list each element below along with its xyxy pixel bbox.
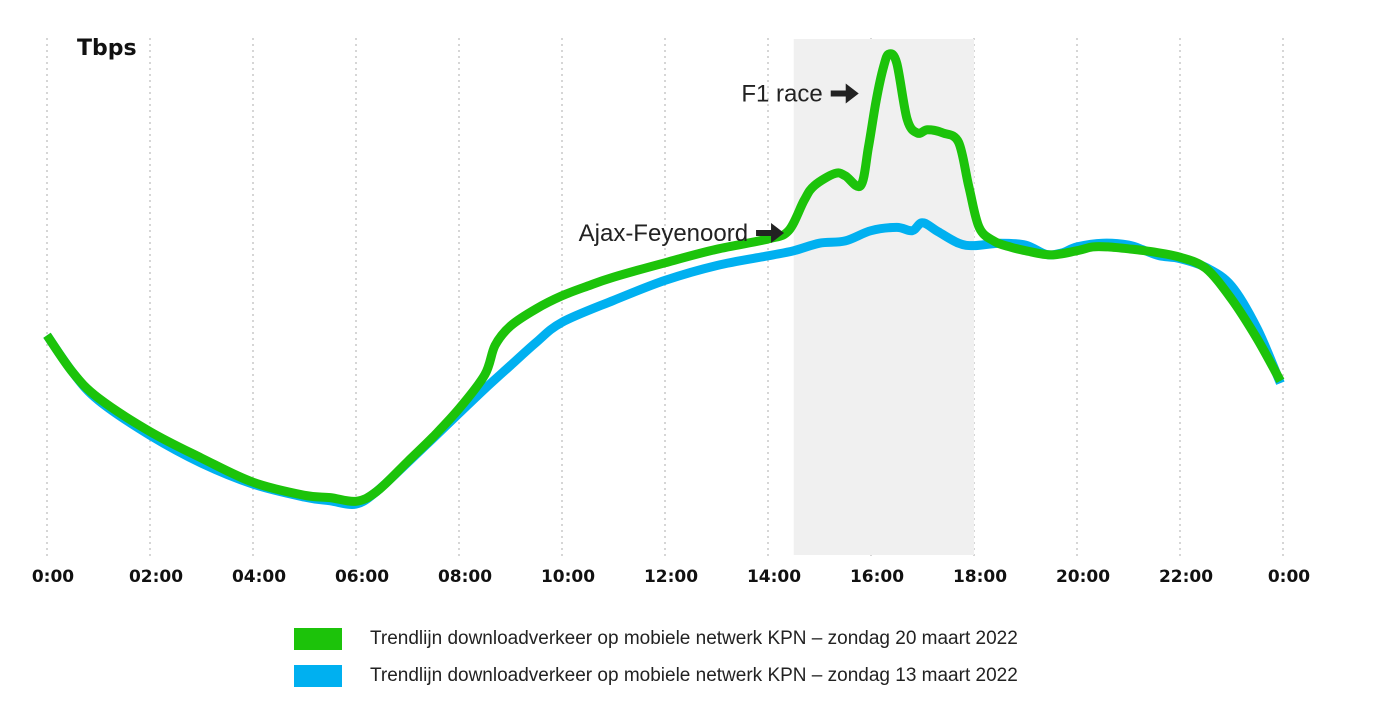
- legend-label-green: Trendlijn downloadverkeer op mobiele net…: [370, 628, 1018, 649]
- legend-item-blue: Trendlijn downloadverkeer op mobiele net…: [294, 663, 1018, 689]
- x-axis-ticks: 0:00 02:00 04:00 06:00 08:00 10:00 12:00 14:00 1…: [32, 567, 1310, 587]
- legend-label-blue: Trendlijn downloadverkeer op mobiele net…: [370, 665, 1018, 686]
- x-tick-label: 06:00: [335, 567, 389, 587]
- annotations: Ajax-Feyenoord F1 race: [579, 81, 859, 247]
- legend-swatch-blue: [294, 665, 342, 687]
- annotation-label: F1 race: [741, 81, 822, 108]
- x-tick-label: 0:00: [1268, 567, 1310, 587]
- series-line-20-maart: [43, 49, 1285, 506]
- legend: Trendlijn downloadverkeer op mobiele net…: [294, 626, 1018, 700]
- arrow-right-icon: [830, 83, 859, 104]
- x-tick-label: 14:00: [747, 567, 801, 587]
- x-tick-label: 08:00: [438, 567, 492, 587]
- highlight-band: [793, 39, 974, 555]
- series-lines: [43, 49, 1285, 509]
- x-tick-label: 10:00: [541, 567, 595, 587]
- x-tick-label: 0:00: [32, 567, 74, 587]
- annotation: Ajax-Feyenoord: [579, 220, 785, 247]
- arrow-right-icon: [756, 223, 785, 243]
- y-axis-label: Tbps: [77, 36, 137, 61]
- x-tick-label: 20:00: [1056, 567, 1110, 587]
- annotation-label: Ajax-Feyenoord: [579, 220, 748, 247]
- x-tick-label: 16:00: [850, 567, 904, 587]
- x-tick-label: 18:00: [953, 567, 1007, 587]
- x-tick-label: 22:00: [1159, 567, 1213, 587]
- x-tick-label: 04:00: [232, 567, 286, 587]
- legend-swatch-green: [294, 628, 342, 650]
- x-tick-label: 02:00: [129, 567, 183, 587]
- legend-item-green: Trendlijn downloadverkeer op mobiele net…: [294, 626, 1018, 652]
- annotation: F1 race: [741, 81, 859, 108]
- line-chart: Tbps Ajax-Feyenoord F1 race 0:00 02:00 04:0…: [32, 36, 1310, 587]
- x-tick-label: 12:00: [644, 567, 698, 587]
